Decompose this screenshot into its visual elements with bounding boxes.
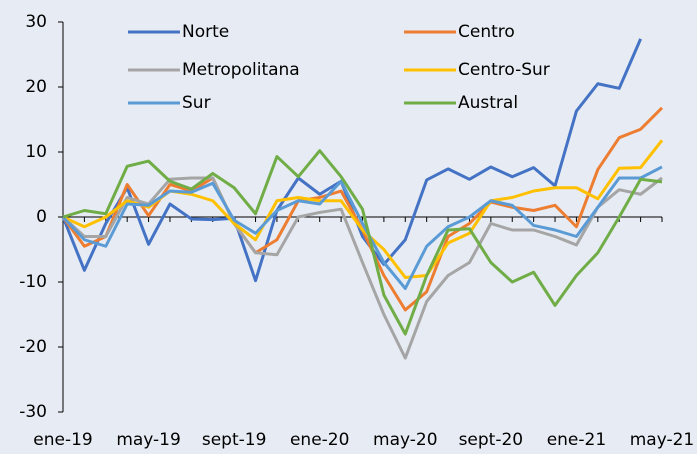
x-tick-label: sept-19 — [202, 430, 267, 450]
legend-label: Sur — [182, 93, 211, 113]
x-tick-label: ene-21 — [547, 430, 606, 450]
x-tick-label: may-19 — [116, 430, 181, 450]
y-tick-label: -20 — [19, 337, 47, 357]
x-tick-label: may-21 — [630, 430, 695, 450]
legend: Norte Centro Metropolitana Centro-Sur Sur Aus… — [128, 22, 550, 113]
series-line — [61, 165, 663, 290]
legend-label: Norte — [182, 22, 229, 42]
series-line — [61, 38, 642, 283]
legend-label: Centro-Sur — [458, 60, 550, 80]
y-tick-label: -30 — [19, 402, 47, 422]
series-line — [62, 149, 663, 336]
x-tick-label: may-20 — [373, 430, 438, 450]
x-tick-label: sept-20 — [459, 430, 524, 450]
y-tick-label: -10 — [19, 272, 47, 292]
y-tick-label: 30 — [25, 12, 47, 32]
legend-label: Austral — [458, 93, 518, 113]
x-tick-label: ene-19 — [33, 430, 92, 450]
y-tick-label: 0 — [36, 207, 47, 227]
legend-label: Centro — [458, 22, 515, 42]
y-tick-label: 10 — [25, 142, 47, 162]
y-tick-label: 20 — [25, 77, 47, 97]
x-tick-label: ene-20 — [290, 430, 349, 450]
legend-label: Metropolitana — [182, 60, 300, 80]
series-line — [61, 176, 663, 360]
